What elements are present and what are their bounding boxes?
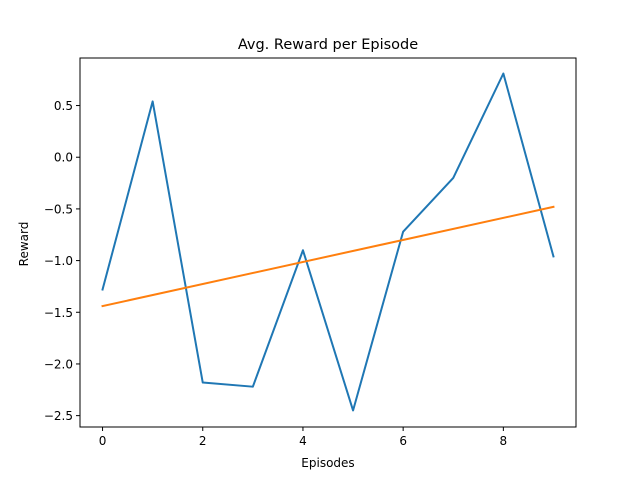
series-layer — [101, 72, 555, 412]
x-tick-label: 2 — [199, 434, 207, 448]
y-tick-label: 0.5 — [54, 99, 73, 113]
chart-title: Avg. Reward per Episode — [238, 37, 418, 53]
x-tick-label: 0 — [99, 434, 107, 448]
y-tick-label: −0.5 — [44, 202, 73, 216]
y-axis-ticks: −2.5 −2.0 −1.5 −1.0 −0.5 0.0 0.5 — [44, 99, 80, 423]
x-tick-label: 6 — [399, 434, 407, 448]
x-axis-ticks: 0 2 4 6 8 — [99, 427, 507, 448]
y-tick-label: −2.5 — [44, 409, 73, 423]
x-tick-label: 8 — [500, 434, 508, 448]
y-tick-label: −1.5 — [44, 306, 73, 320]
y-tick-label: −1.0 — [44, 254, 73, 268]
series-line-1 — [101, 72, 555, 412]
x-tick-label: 4 — [299, 434, 307, 448]
x-axis-label: Episodes — [301, 456, 354, 470]
y-tick-label: −2.0 — [44, 357, 73, 371]
y-axis-label: Reward — [17, 222, 31, 267]
plot-area — [79, 57, 577, 428]
axes-frame — [79, 57, 577, 428]
series-line-2 — [101, 205, 555, 308]
y-tick-label: 0.0 — [54, 151, 73, 165]
